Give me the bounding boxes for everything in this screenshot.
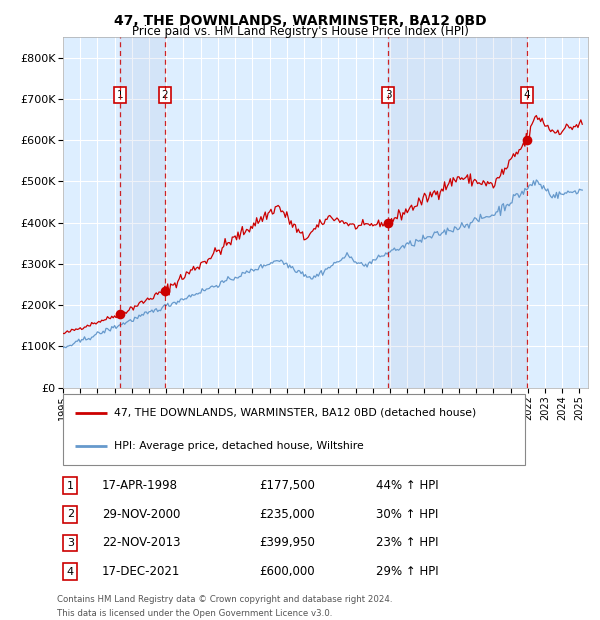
Text: Price paid vs. HM Land Registry's House Price Index (HPI): Price paid vs. HM Land Registry's House … <box>131 25 469 38</box>
Text: 23% ↑ HPI: 23% ↑ HPI <box>376 536 438 549</box>
Text: This data is licensed under the Open Government Licence v3.0.: This data is licensed under the Open Gov… <box>57 609 332 618</box>
Text: £235,000: £235,000 <box>259 508 314 521</box>
Text: 44% ↑ HPI: 44% ↑ HPI <box>376 479 438 492</box>
Text: 30% ↑ HPI: 30% ↑ HPI <box>376 508 438 521</box>
Bar <box>388 37 527 387</box>
Text: £600,000: £600,000 <box>259 565 314 578</box>
Text: 2: 2 <box>161 90 168 100</box>
Text: £399,950: £399,950 <box>259 536 314 549</box>
Text: 47, THE DOWNLANDS, WARMINSTER, BA12 0BD: 47, THE DOWNLANDS, WARMINSTER, BA12 0BD <box>113 14 487 28</box>
Bar <box>119 37 165 387</box>
Text: 3: 3 <box>67 538 74 548</box>
Text: 4: 4 <box>524 90 530 100</box>
Text: 47, THE DOWNLANDS, WARMINSTER, BA12 0BD (detached house): 47, THE DOWNLANDS, WARMINSTER, BA12 0BD … <box>114 408 476 418</box>
Text: 3: 3 <box>385 90 391 100</box>
Text: 4: 4 <box>67 567 74 577</box>
Text: Contains HM Land Registry data © Crown copyright and database right 2024.: Contains HM Land Registry data © Crown c… <box>57 595 392 604</box>
Text: 2: 2 <box>67 509 74 519</box>
Text: 29-NOV-2000: 29-NOV-2000 <box>102 508 181 521</box>
Text: 22-NOV-2013: 22-NOV-2013 <box>102 536 181 549</box>
Text: 1: 1 <box>67 480 74 490</box>
Text: 29% ↑ HPI: 29% ↑ HPI <box>376 565 438 578</box>
Text: HPI: Average price, detached house, Wiltshire: HPI: Average price, detached house, Wilt… <box>114 441 364 451</box>
Text: 17-APR-1998: 17-APR-1998 <box>102 479 178 492</box>
Text: £177,500: £177,500 <box>259 479 314 492</box>
FancyBboxPatch shape <box>63 394 525 465</box>
Text: 17-DEC-2021: 17-DEC-2021 <box>102 565 181 578</box>
Text: 1: 1 <box>116 90 123 100</box>
